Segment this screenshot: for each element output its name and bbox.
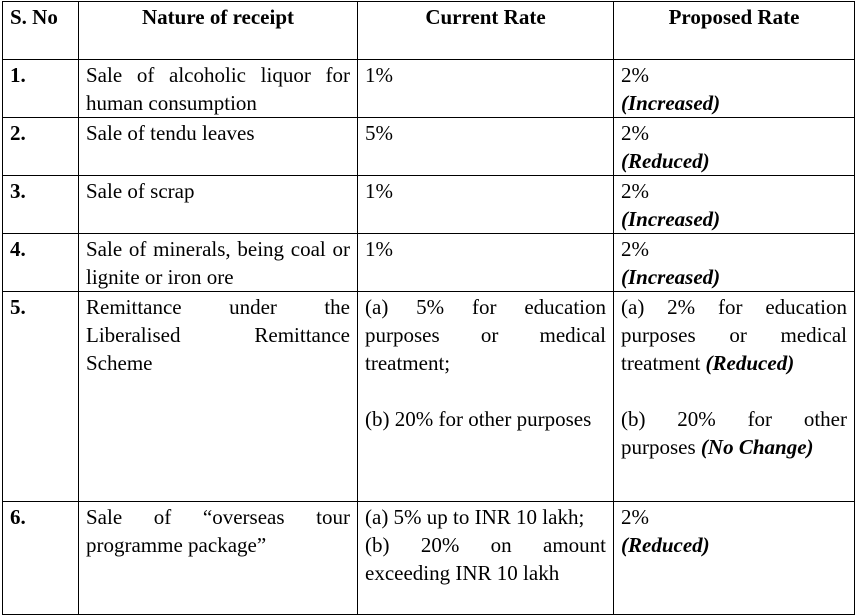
- change-tag: (Reduced): [705, 351, 795, 375]
- table-row: 5. Remittance under the Liberalised Remi…: [2, 291, 855, 502]
- proposed-rate-cell: (a) 2% for education purposes or medical…: [613, 291, 855, 502]
- current-rate-cell: 1%: [357, 59, 614, 118]
- proposed-rate-cell: 2% (Reduced): [613, 501, 855, 615]
- header-proposed-rate: Proposed Rate: [613, 1, 855, 60]
- header-current-rate: Current Rate: [357, 1, 614, 60]
- proposed-rate-cell: 2% (Increased): [613, 233, 855, 292]
- nature-cell: Sale of scrap: [78, 175, 358, 234]
- current-rate-a: (a) 5% up to INR 10 lakh;: [365, 505, 585, 529]
- sno-cell: 3.: [2, 175, 79, 234]
- change-tag: (No Change): [700, 435, 814, 459]
- current-rate-cell: (a) 5% for education purposes or medical…: [357, 291, 614, 502]
- proposed-rate-cell: 2% (Increased): [613, 175, 855, 234]
- table-row: 2. Sale of tendu leaves 5% 2% (Reduced): [2, 117, 855, 176]
- change-tag: (Increased): [621, 265, 721, 289]
- nature-cell: Sale of tendu leaves: [78, 117, 358, 176]
- sno-cell: 4.: [2, 233, 79, 292]
- proposed-rate: 2%: [621, 505, 649, 529]
- current-rate-b: (b) 20% on amount exceeding INR 10 lakh: [365, 533, 606, 585]
- proposed-rate-cell: 2% (Reduced): [613, 117, 855, 176]
- table-row: 1. Sale of alcoholic liquor for human co…: [2, 59, 855, 118]
- proposed-rate-b: (b) 20% for other purposes: [621, 407, 847, 459]
- table-row: 6. Sale of “overseas tour programme pack…: [2, 501, 855, 615]
- current-rate-b: (b) 20% for other purposes: [365, 407, 592, 431]
- nature-cell: Sale of minerals, being coal or lignite …: [78, 233, 358, 292]
- current-rate-cell: 1%: [357, 175, 614, 234]
- change-tag: (Reduced): [621, 533, 710, 557]
- current-rate-cell: (a) 5% up to INR 10 lakh; (b) 20% on amo…: [357, 501, 614, 615]
- current-rate-cell: 1%: [357, 233, 614, 292]
- proposed-rate: 2%: [621, 63, 649, 87]
- change-tag: (Increased): [621, 91, 721, 115]
- proposed-rate: 2%: [621, 179, 649, 203]
- sno-cell: 5.: [2, 291, 79, 502]
- change-tag: (Increased): [621, 207, 721, 231]
- nature-cell: Sale of alcoholic liquor for human consu…: [78, 59, 358, 118]
- sno-cell: 2.: [2, 117, 79, 176]
- table-row: 4. Sale of minerals, being coal or ligni…: [2, 233, 855, 292]
- current-rate-cell: 5%: [357, 117, 614, 176]
- header-nature: Nature of receipt: [78, 1, 358, 60]
- current-rate-a: (a) 5% for education purposes or medical…: [365, 295, 606, 375]
- header-row: S. No Nature of receipt Current Rate Pro…: [2, 1, 855, 60]
- table-row: 3. Sale of scrap 1% 2% (Increased): [2, 175, 855, 234]
- proposed-rate-cell: 2% (Increased): [613, 59, 855, 118]
- sno-cell: 6.: [2, 501, 79, 615]
- header-sno: S. No: [2, 1, 79, 60]
- sno-cell: 1.: [2, 59, 79, 118]
- change-tag: (Reduced): [621, 149, 710, 173]
- proposed-rate: 2%: [621, 237, 649, 261]
- proposed-rate-a: (a) 2% for education purposes or medical…: [621, 295, 847, 375]
- proposed-rate: 2%: [621, 121, 649, 145]
- nature-cell: Remittance under the Liberalised Remitta…: [78, 291, 358, 502]
- nature-cell: Sale of “overseas tour programme package…: [78, 501, 358, 615]
